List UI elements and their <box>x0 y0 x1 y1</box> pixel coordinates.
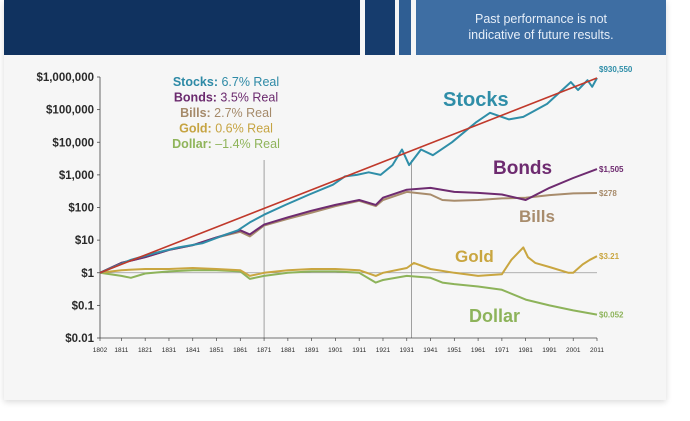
header-bar <box>4 0 360 55</box>
y-tick-label: $100,000 <box>46 105 94 117</box>
series-name-bills: Bills <box>519 207 555 226</box>
x-tick-label: 2011 <box>590 347 604 354</box>
x-tick-label: 1921 <box>376 347 391 354</box>
legend-entry: Dollar: –1.4% Real <box>172 137 280 151</box>
y-tick-label: $100 <box>68 203 94 215</box>
x-tick-label: 1991 <box>542 347 557 354</box>
end-value-bills: $278 <box>599 189 617 198</box>
end-value-dollar: $0.052 <box>599 311 624 320</box>
x-tick-label: 1901 <box>328 347 343 354</box>
series-line-dollar <box>99 269 598 316</box>
y-tick-label: $10,000 <box>52 137 94 149</box>
x-tick-label: 1811 <box>114 347 128 354</box>
x-tick-label: 1821 <box>138 347 153 354</box>
y-tick-label: $1,000,000 <box>36 72 94 84</box>
legend-entry: Gold: 0.6% Real <box>179 122 273 136</box>
x-tick-label: 1951 <box>447 347 462 354</box>
end-value-bonds: $1,505 <box>599 165 624 174</box>
series-name-gold: Gold <box>455 247 494 266</box>
legend-label: Bills: <box>180 106 214 120</box>
x-tick-label: 1831 <box>162 347 177 354</box>
x-tick-label: 1961 <box>471 347 486 354</box>
x-tick-label: 1851 <box>209 347 224 354</box>
legend-value: –1.4% Real <box>215 137 280 151</box>
x-tick-label: 1941 <box>423 347 438 354</box>
series-layer <box>99 77 598 316</box>
series-name-bonds: Bonds <box>493 158 552 179</box>
legend-label: Stocks: <box>173 75 222 89</box>
legend-entry: Bills: 2.7% Real <box>180 106 272 120</box>
y-tick-label: $10 <box>75 235 94 247</box>
x-tick-label: 1871 <box>257 347 272 354</box>
x-tick-label: 1931 <box>400 347 415 354</box>
y-tick-label: $0.1 <box>72 300 95 312</box>
x-tick-label: 1891 <box>304 347 319 354</box>
y-tick-label: $0.01 <box>65 333 94 345</box>
header-note-box: Past performance is not indicative of fu… <box>416 0 666 55</box>
legend-value: 2.7% Real <box>214 106 272 120</box>
x-tick-label: 1802 <box>93 347 108 354</box>
series-line-bills <box>99 190 598 274</box>
axis-layer: $0.01 $0.1 $1 $10 $100 $1,000 $10,000 $100,000 $… <box>36 72 604 354</box>
legend-label: Dollar: <box>172 137 215 151</box>
slide: Past performance is not indicative of fu… <box>4 0 666 400</box>
x-tick-label: 1911 <box>352 347 366 354</box>
legend-value: 0.6% Real <box>215 122 273 136</box>
header-accent-bar <box>365 0 395 55</box>
header-accent-stripe <box>399 0 411 55</box>
x-tick-label: 1841 <box>186 347 201 354</box>
y-tick-label: $1 <box>81 268 94 280</box>
legend-label: Bonds: <box>174 91 221 105</box>
series-name-stocks: Stocks <box>443 89 509 111</box>
trend-line <box>99 77 598 274</box>
legend-entry: Bonds: 3.5% Real <box>174 91 278 105</box>
series-line-stocks <box>99 77 598 274</box>
legend-label: Gold: <box>179 122 215 136</box>
end-value-gold: $3.21 <box>599 252 620 261</box>
y-tick-label: $1,000 <box>59 170 94 182</box>
label-layer: Stocks $930,550 Bonds $1,505 Bills $278 Gold $3… <box>443 65 633 326</box>
x-tick-label: 2001 <box>566 347 581 354</box>
header-note: Past performance is not indicative of fu… <box>468 12 614 42</box>
series-line-gold <box>99 246 598 277</box>
x-tick-label: 1881 <box>281 347 296 354</box>
x-tick-label: 1861 <box>233 347 248 354</box>
legend-entry: Stocks: 6.7% Real <box>173 75 279 89</box>
x-tick-label: 1981 <box>518 347 533 354</box>
series-name-dollar: Dollar <box>469 306 520 326</box>
x-tick-label: 1971 <box>495 347 510 354</box>
end-value-stocks: $930,550 <box>599 65 633 74</box>
legend-value: 6.7% Real <box>221 75 279 89</box>
legend-value: 3.5% Real <box>220 91 278 105</box>
